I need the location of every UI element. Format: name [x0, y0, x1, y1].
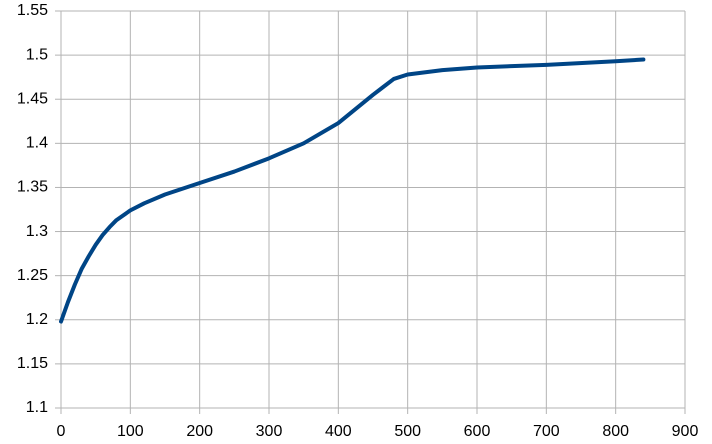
x-tick-label: 500 — [394, 423, 421, 440]
x-tick-label: 0 — [57, 423, 66, 440]
x-tick-label: 300 — [256, 423, 283, 440]
y-tick-label: 1.1 — [26, 399, 48, 416]
x-tick-label: 100 — [117, 423, 144, 440]
x-tick-label: 600 — [464, 423, 491, 440]
y-tick-label: 1.45 — [17, 90, 48, 107]
y-tick-label: 1.5 — [26, 46, 48, 63]
y-tick-label: 1.55 — [17, 2, 48, 19]
x-tick-label: 700 — [533, 423, 560, 440]
y-tick-label: 1.3 — [26, 223, 48, 240]
y-tick-label: 1.4 — [26, 135, 48, 152]
y-tick-label: 1.2 — [26, 311, 48, 328]
x-tick-label: 200 — [186, 423, 213, 440]
data-line — [59, 57, 646, 324]
x-tick-label: 800 — [602, 423, 629, 440]
y-tick-label: 1.15 — [17, 355, 48, 372]
y-tick-label: 1.25 — [17, 267, 48, 284]
x-tick-label: 900 — [672, 423, 699, 440]
x-tick-label: 400 — [325, 423, 352, 440]
y-tick-label: 1.35 — [17, 179, 48, 196]
